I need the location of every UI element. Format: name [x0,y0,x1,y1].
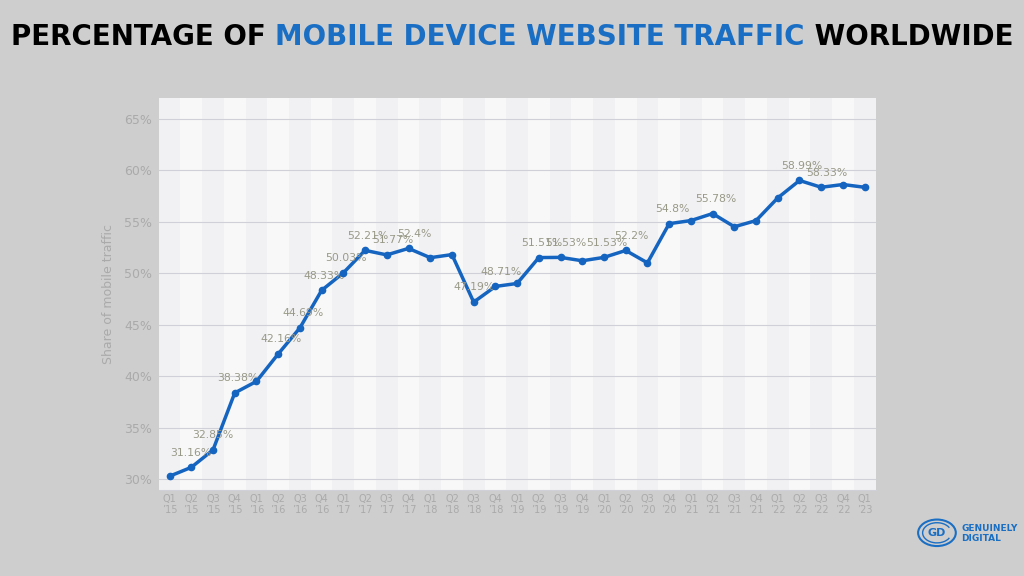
Bar [593,98,614,490]
Bar [550,98,571,490]
Bar [202,98,224,490]
Bar [724,98,745,490]
Text: 44.69%: 44.69% [282,308,324,318]
Text: 48.33%: 48.33% [304,271,345,281]
Text: 52.2%: 52.2% [614,231,648,241]
Bar [637,98,658,490]
Bar [767,98,788,490]
Bar [854,98,876,490]
Bar [246,98,267,490]
Y-axis label: Share of mobile traffic: Share of mobile traffic [102,223,116,364]
Text: WORLDWIDE: WORLDWIDE [805,23,1013,51]
Bar [506,98,528,490]
Text: 32.85%: 32.85% [193,430,233,440]
Text: 51.53%: 51.53% [586,238,628,248]
Bar [680,98,701,490]
Text: 51.53%: 51.53% [546,238,587,248]
Text: 55.78%: 55.78% [694,194,736,204]
Text: 48.71%: 48.71% [480,267,521,276]
Text: 47.19%: 47.19% [453,282,495,293]
Text: GENUINELY: GENUINELY [962,524,1018,533]
Text: 58.33%: 58.33% [806,168,848,177]
Text: 54.8%: 54.8% [654,204,689,214]
Text: 51.51%: 51.51% [521,238,562,248]
Text: GD: GD [928,528,946,539]
Text: 38.38%: 38.38% [217,373,258,383]
Text: 51.77%: 51.77% [372,235,413,245]
Text: PERCENTAGE OF: PERCENTAGE OF [11,23,275,51]
Text: 42.16%: 42.16% [260,334,302,344]
Bar [463,98,484,490]
Bar [420,98,441,490]
Bar [289,98,310,490]
Bar [333,98,354,490]
Text: 52.4%: 52.4% [397,229,431,238]
Text: 52.21%: 52.21% [347,230,388,241]
Text: MOBILE DEVICE WEBSITE TRAFFIC: MOBILE DEVICE WEBSITE TRAFFIC [275,23,805,51]
Text: 58.99%: 58.99% [781,161,823,170]
Text: 50.03%: 50.03% [326,253,367,263]
Bar [810,98,833,490]
Bar [376,98,397,490]
Bar [159,98,180,490]
Text: 31.16%: 31.16% [171,448,212,457]
Text: DIGITAL: DIGITAL [962,534,1001,543]
